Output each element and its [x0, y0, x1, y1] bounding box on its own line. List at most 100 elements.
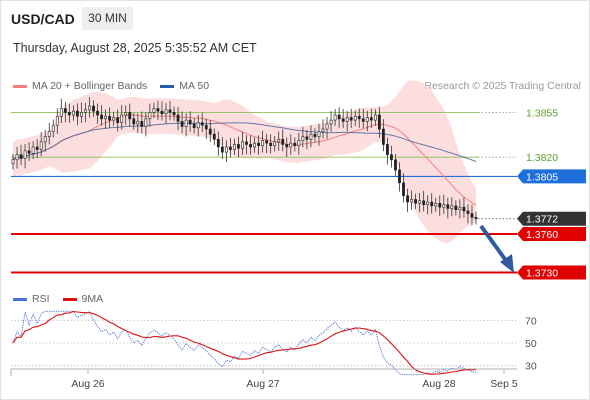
candle-body [361, 118, 365, 122]
candle-body [19, 154, 23, 159]
candle-body [289, 142, 293, 148]
candle-body [317, 131, 321, 138]
candle-body [124, 112, 128, 116]
main-legend: MA 20 + Bollinger Bands MA 50 [13, 80, 222, 92]
candle-body [329, 119, 333, 125]
candle-body [301, 136, 305, 141]
bollinger-band [13, 80, 476, 243]
candle-body [466, 210, 470, 214]
candle-body [313, 133, 317, 138]
legend-swatch-rsi [13, 297, 27, 301]
candle-body [184, 119, 188, 127]
candle-body [132, 118, 136, 125]
candle-body [112, 117, 116, 121]
datetime-label: Thursday, August 28, 2025 5:35:52 AM CET [13, 41, 257, 55]
candle-body [349, 117, 353, 121]
candle-body [88, 105, 91, 111]
legend-label-rsi: RSI [32, 293, 50, 305]
candle-body [156, 108, 160, 112]
candle-body [144, 118, 148, 127]
candle-body [305, 136, 309, 140]
rsi-tick-label: 30 [525, 361, 537, 373]
candle-body [297, 140, 301, 147]
x-tick-label: Aug 27 [246, 378, 279, 390]
candle-body [458, 206, 462, 211]
candle-body [216, 139, 220, 148]
legend-label-ma20: MA 20 + Bollinger Bands [32, 80, 148, 92]
candle-body [59, 108, 63, 117]
candle-body [237, 144, 240, 149]
candle-body [402, 182, 405, 196]
candle-body [245, 141, 248, 145]
symbol-title: USD/CAD [11, 11, 75, 27]
candle-body [80, 112, 83, 117]
candle-body [164, 109, 168, 114]
credit-text: Research © 2025 Trading Central [424, 80, 581, 92]
legend-label-ma50: MA 50 [179, 80, 210, 92]
candle-body [438, 203, 442, 208]
candle-body [108, 115, 112, 121]
candle-body [168, 109, 172, 113]
candle-body [160, 110, 164, 114]
level-tag-3 [517, 211, 586, 226]
candle-body [71, 110, 75, 116]
candle-body [172, 112, 176, 116]
candle-body [35, 146, 39, 150]
level-label-3: 1.3772 [526, 214, 558, 226]
rsi-legend: RSI 9MA [13, 293, 116, 305]
legend-swatch-ma50 [160, 84, 175, 88]
legend-item-9ma: 9MA [62, 293, 104, 305]
legend-swatch-9ma [62, 297, 77, 301]
candle-body [55, 115, 59, 126]
candle-body [39, 141, 43, 150]
candle-body [84, 109, 87, 113]
rsi-tick-label: 50 [525, 338, 537, 350]
candle-body [47, 131, 51, 138]
candle-body [229, 146, 232, 150]
candle-body [148, 112, 152, 120]
candle-body [462, 206, 466, 212]
level-label-0: 1.3855 [526, 107, 558, 119]
ma50-line [12, 122, 477, 162]
candle-body [470, 213, 474, 218]
x-tick-label: Aug 28 [422, 378, 455, 390]
candle-body [208, 128, 212, 135]
candle-body [100, 114, 103, 120]
candle-body [337, 114, 341, 120]
forecast-arrow-shaft [479, 224, 509, 264]
candle-body [51, 124, 55, 132]
candle-body [96, 110, 99, 116]
level-label-5: 1.3730 [526, 267, 558, 279]
candle-body [120, 114, 124, 123]
candle-body [152, 108, 156, 113]
candle-body [15, 154, 19, 161]
candle-body [241, 141, 244, 149]
candle-body [220, 146, 224, 153]
candle-body [11, 159, 15, 164]
candle-body [188, 119, 192, 125]
legend-label-9ma: 9MA [81, 293, 104, 305]
candle-body [67, 112, 71, 116]
level-label-1: 1.3820 [526, 152, 558, 164]
timeframe-badge[interactable]: 30 MIN [82, 7, 133, 30]
candle-body [386, 144, 389, 155]
candle-body [474, 217, 478, 219]
candle-body [92, 105, 95, 112]
candle-body [277, 139, 281, 143]
candle-body [273, 141, 277, 147]
candle-body [406, 195, 409, 203]
candle-body [104, 115, 108, 120]
candle-body [341, 118, 345, 122]
candle-body [23, 150, 27, 159]
candle-body [357, 115, 361, 120]
candle-body [321, 128, 325, 132]
candle-body [422, 200, 426, 205]
candle-body [224, 146, 228, 153]
candle-body [265, 140, 269, 144]
candle-body [27, 150, 31, 154]
candle-body [285, 144, 289, 148]
candle-body [426, 201, 430, 205]
candle-body [192, 123, 196, 129]
candle-body [43, 136, 47, 143]
